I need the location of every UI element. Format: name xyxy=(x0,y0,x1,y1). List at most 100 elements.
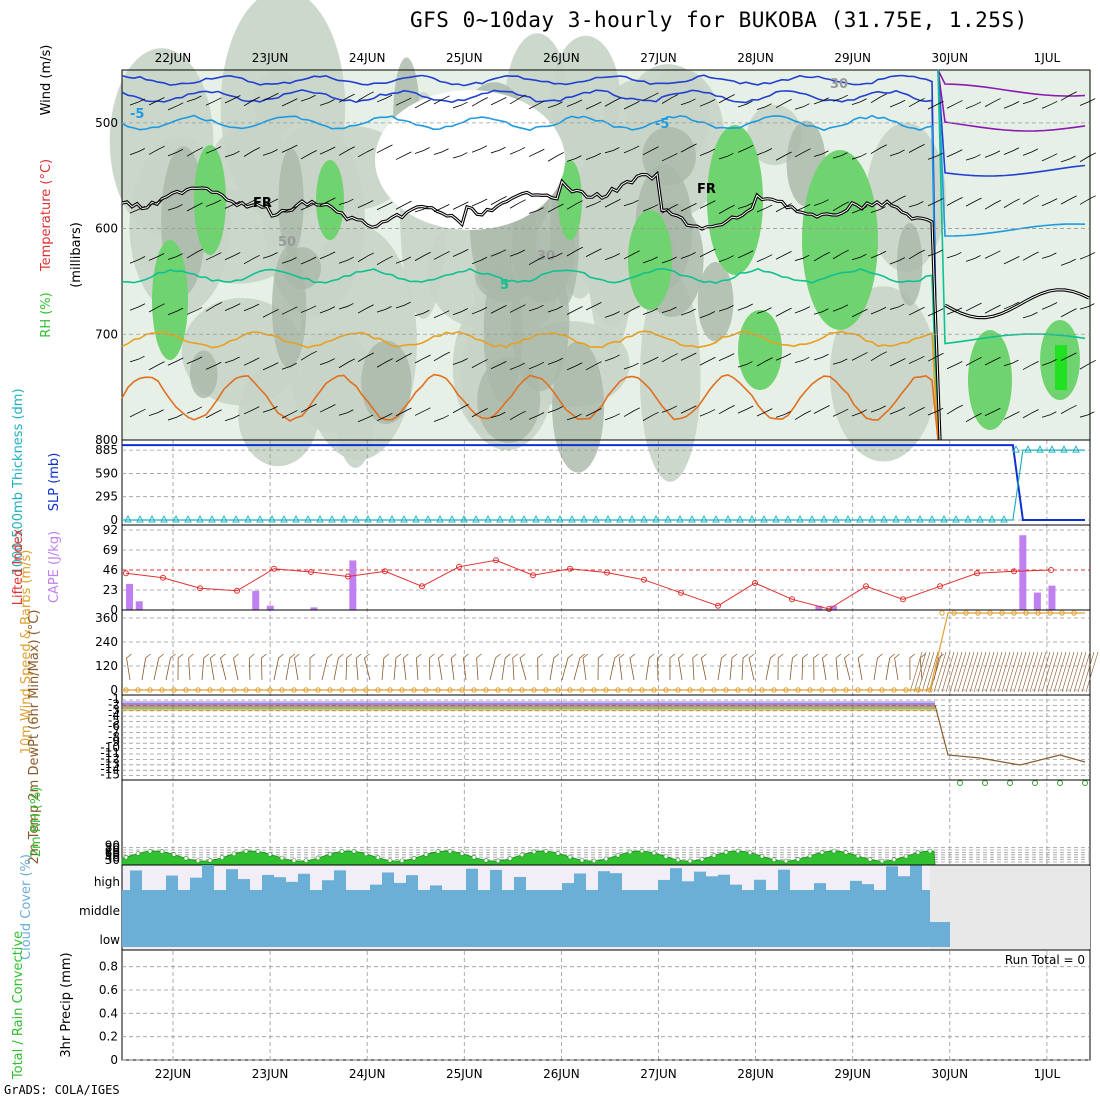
wind-barb xyxy=(321,653,333,681)
wind-barb xyxy=(953,651,967,693)
isotherm-line xyxy=(937,69,1086,237)
wind-speed-point xyxy=(495,687,501,693)
rh2m-point xyxy=(855,853,861,859)
wind-barb xyxy=(965,101,982,109)
wind-speed-point xyxy=(555,687,561,693)
x-tick-label-top: 27JUN xyxy=(640,51,677,65)
wind-speed-point xyxy=(783,687,789,693)
wind-barb xyxy=(300,150,317,160)
wind-barb xyxy=(281,144,298,153)
wind-barb xyxy=(509,304,526,313)
axis-label: (millibars) xyxy=(69,222,84,288)
wind-barb xyxy=(680,203,697,212)
wind-barb xyxy=(1033,651,1047,693)
lifted-index-point xyxy=(1048,567,1054,573)
thickness-marker xyxy=(1000,514,1008,523)
wind-barb xyxy=(984,250,1001,259)
instability-group: 92 69 46 23 0 xyxy=(103,523,1091,617)
wind-barb xyxy=(224,150,240,158)
thickness-marker xyxy=(952,514,960,523)
wind-barb xyxy=(965,412,982,423)
wind-barb xyxy=(1041,153,1058,162)
cloud-bar xyxy=(718,874,730,890)
wind-speed-point xyxy=(951,610,957,616)
dewpt-point xyxy=(1082,780,1088,786)
wind-barb xyxy=(813,251,830,262)
cape-bar xyxy=(126,583,133,610)
cloud-bar xyxy=(778,869,790,890)
wind-barb xyxy=(1009,651,1023,693)
wind-barb xyxy=(851,153,867,160)
y-tick-label: 295 xyxy=(95,490,118,504)
cloud-bar xyxy=(322,880,334,890)
thickness-marker xyxy=(688,514,696,523)
wind-barb xyxy=(889,358,906,367)
wind-barb xyxy=(870,405,886,413)
rh2m-point xyxy=(423,852,429,857)
cloud-bar xyxy=(610,873,622,890)
wind-barb xyxy=(148,198,165,206)
cloud-bar xyxy=(814,883,826,890)
wind-barb xyxy=(908,201,924,208)
cape-bar xyxy=(135,601,143,610)
wind-barb xyxy=(167,413,183,421)
thickness-marker xyxy=(880,514,888,523)
cloud-bar xyxy=(574,873,586,890)
wind-barb xyxy=(775,307,792,317)
thickness-marker xyxy=(424,514,432,523)
rh-shade-green xyxy=(738,310,782,390)
rh-shade-mid xyxy=(586,116,635,355)
wind-speed-point xyxy=(531,687,537,693)
wind-barb xyxy=(300,350,317,361)
lifted-index-point xyxy=(530,572,536,579)
wind-barb xyxy=(452,358,468,365)
thickness-marker xyxy=(364,514,372,523)
wind-barb xyxy=(165,653,176,681)
wind-barb xyxy=(428,653,435,681)
wind-speed-point xyxy=(747,687,753,693)
rh2m-point xyxy=(603,856,609,862)
wind-barb xyxy=(604,97,621,107)
cloud-bar xyxy=(694,871,706,890)
contour-label: FR xyxy=(253,196,272,211)
wind-speed-point xyxy=(387,687,393,693)
wind-barb xyxy=(623,407,640,417)
wind-barb xyxy=(657,653,663,681)
rh2m-point xyxy=(399,858,405,864)
lifted-index-point xyxy=(160,574,166,581)
wind-barb xyxy=(224,252,241,261)
cape-bar xyxy=(310,607,318,610)
rh2m-point xyxy=(459,851,465,856)
wind-speed-point xyxy=(339,687,345,693)
thickness-marker xyxy=(196,514,204,523)
thickness-marker xyxy=(436,514,444,523)
wind-speed-point xyxy=(699,687,705,693)
wind-barb xyxy=(921,651,935,693)
wind-barb xyxy=(618,653,625,681)
rh2m-point xyxy=(627,849,633,855)
axis-label: Cloud Cover (%) xyxy=(19,854,34,960)
rh2m-point xyxy=(351,849,357,854)
wind-barb xyxy=(452,249,469,257)
wind-barb xyxy=(993,651,1007,693)
cape-bar xyxy=(829,605,837,610)
wind-barb xyxy=(452,308,468,316)
thickness-marker xyxy=(928,514,936,523)
cloud-bar xyxy=(298,873,310,890)
wind-barb xyxy=(717,653,727,681)
thickness-marker xyxy=(400,514,408,523)
wind-speed-point xyxy=(327,687,333,693)
wind-barb xyxy=(927,198,944,207)
wind-barb xyxy=(629,653,636,681)
wind-barb xyxy=(1022,409,1039,419)
wind-barb xyxy=(1013,651,1027,693)
wind-barb xyxy=(623,250,640,260)
rh2m-point xyxy=(795,857,801,862)
axis-label: 3hr Precip (mm) xyxy=(59,952,74,1057)
wind-barb xyxy=(1021,651,1035,693)
contour-label: 30 xyxy=(830,77,848,92)
wind-barb xyxy=(642,146,659,156)
rh-shade-mid xyxy=(639,272,701,482)
wind-speed-point xyxy=(771,687,777,693)
wind-barb xyxy=(680,405,697,414)
